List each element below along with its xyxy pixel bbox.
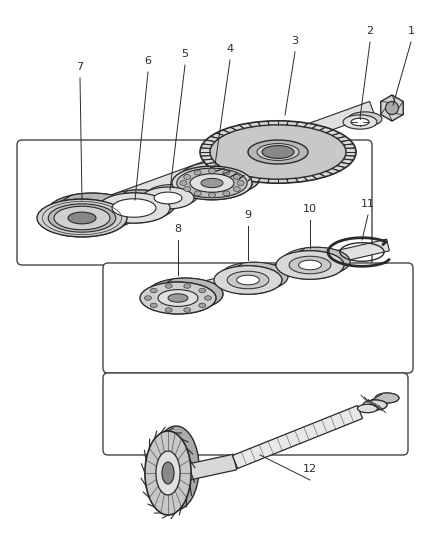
Ellipse shape (198, 303, 205, 308)
Ellipse shape (237, 181, 244, 185)
Ellipse shape (362, 400, 386, 410)
Ellipse shape (145, 431, 191, 515)
Polygon shape (166, 278, 223, 314)
Ellipse shape (168, 294, 187, 302)
Ellipse shape (198, 288, 205, 293)
Polygon shape (299, 247, 349, 279)
Ellipse shape (298, 260, 321, 270)
Ellipse shape (112, 199, 155, 217)
FancyBboxPatch shape (103, 263, 412, 373)
Text: 3: 3 (291, 36, 298, 46)
Ellipse shape (362, 401, 381, 410)
Ellipse shape (357, 405, 377, 413)
Ellipse shape (162, 462, 173, 484)
Ellipse shape (165, 284, 172, 288)
Ellipse shape (233, 187, 240, 191)
Ellipse shape (98, 193, 170, 223)
Text: 2: 2 (366, 26, 373, 36)
FancyBboxPatch shape (103, 373, 407, 455)
Text: 8: 8 (174, 224, 181, 234)
Ellipse shape (385, 101, 398, 115)
Ellipse shape (141, 187, 194, 209)
Polygon shape (232, 406, 362, 469)
Ellipse shape (236, 275, 259, 285)
Ellipse shape (209, 125, 345, 179)
Ellipse shape (155, 451, 180, 495)
Ellipse shape (150, 288, 157, 293)
Ellipse shape (213, 266, 281, 294)
FancyBboxPatch shape (17, 140, 371, 265)
Ellipse shape (158, 289, 198, 306)
Ellipse shape (180, 161, 259, 195)
Ellipse shape (289, 256, 330, 274)
Ellipse shape (184, 284, 191, 288)
Text: 11: 11 (360, 199, 374, 209)
Polygon shape (237, 262, 287, 294)
Ellipse shape (144, 296, 151, 300)
Ellipse shape (347, 112, 381, 126)
Ellipse shape (194, 191, 201, 196)
Text: 5: 5 (181, 49, 188, 59)
Text: 4: 4 (226, 44, 233, 54)
Ellipse shape (165, 308, 172, 312)
Ellipse shape (223, 170, 229, 175)
Ellipse shape (146, 184, 198, 206)
Ellipse shape (184, 187, 190, 191)
Ellipse shape (204, 296, 211, 300)
Ellipse shape (194, 170, 201, 175)
Polygon shape (123, 190, 174, 223)
Polygon shape (380, 95, 403, 121)
Text: 7: 7 (76, 62, 83, 72)
Polygon shape (371, 393, 398, 410)
Text: 12: 12 (302, 464, 316, 474)
Polygon shape (65, 101, 374, 224)
Ellipse shape (190, 174, 233, 192)
Polygon shape (146, 239, 389, 306)
Ellipse shape (154, 192, 182, 204)
Ellipse shape (103, 190, 175, 220)
Ellipse shape (342, 115, 376, 129)
Ellipse shape (177, 168, 247, 198)
Ellipse shape (247, 140, 307, 164)
Ellipse shape (223, 191, 229, 196)
Text: 10: 10 (302, 204, 316, 214)
Ellipse shape (150, 303, 157, 308)
Ellipse shape (37, 199, 127, 237)
Ellipse shape (256, 143, 298, 160)
Text: 1: 1 (406, 26, 413, 36)
Polygon shape (61, 193, 137, 237)
Ellipse shape (47, 193, 137, 231)
Ellipse shape (233, 174, 240, 180)
Ellipse shape (180, 181, 187, 185)
Ellipse shape (226, 271, 268, 289)
Ellipse shape (152, 426, 199, 510)
Ellipse shape (281, 247, 349, 276)
Polygon shape (205, 161, 259, 200)
Ellipse shape (261, 146, 293, 158)
Ellipse shape (140, 282, 215, 314)
Ellipse shape (219, 262, 287, 291)
Ellipse shape (208, 192, 215, 198)
Polygon shape (182, 454, 236, 481)
Ellipse shape (276, 251, 343, 279)
Text: 9: 9 (244, 210, 251, 220)
Ellipse shape (54, 206, 110, 230)
Ellipse shape (172, 166, 251, 200)
Ellipse shape (350, 118, 368, 126)
Ellipse shape (147, 278, 223, 310)
Ellipse shape (374, 393, 398, 403)
Text: 6: 6 (144, 56, 151, 66)
Ellipse shape (48, 204, 116, 232)
Ellipse shape (208, 168, 215, 173)
Ellipse shape (68, 212, 96, 224)
Ellipse shape (201, 179, 223, 188)
Ellipse shape (184, 174, 190, 180)
Ellipse shape (200, 121, 355, 183)
Ellipse shape (184, 308, 191, 312)
